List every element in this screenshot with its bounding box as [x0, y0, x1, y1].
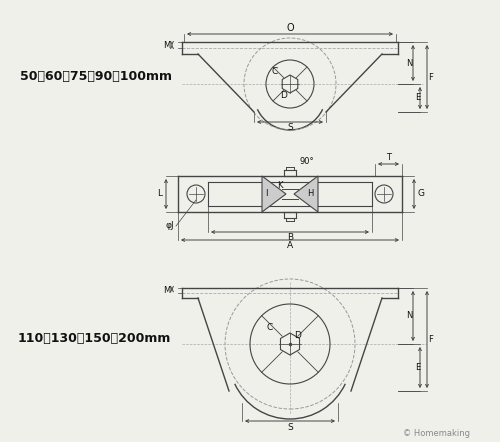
Text: B: B: [287, 232, 293, 241]
Text: O: O: [286, 23, 294, 33]
Text: F: F: [428, 72, 434, 81]
Text: D: D: [294, 332, 302, 340]
Text: I: I: [265, 190, 267, 198]
Text: S: S: [287, 123, 293, 133]
Text: N: N: [406, 58, 412, 68]
Text: M: M: [164, 41, 170, 50]
Text: E: E: [416, 94, 420, 103]
Text: A: A: [287, 240, 293, 249]
Polygon shape: [262, 176, 286, 212]
Text: 110〆130〆150〆200mm: 110〆130〆150〆200mm: [18, 332, 172, 346]
Text: M: M: [164, 286, 170, 295]
Text: T: T: [386, 153, 391, 163]
Polygon shape: [294, 176, 318, 212]
Text: F: F: [428, 335, 434, 344]
Text: K: K: [277, 180, 283, 190]
Text: 90°: 90°: [300, 157, 314, 167]
Text: C: C: [272, 66, 278, 76]
Text: S: S: [287, 423, 293, 431]
Text: C: C: [267, 324, 273, 332]
Text: E: E: [416, 363, 420, 372]
Text: L: L: [158, 190, 162, 198]
Text: H: H: [307, 190, 313, 198]
Text: 50〆60〆75〆90〆100mm: 50〆60〆75〆90〆100mm: [20, 69, 172, 83]
Text: N: N: [406, 312, 412, 320]
Text: D: D: [280, 91, 287, 100]
Text: © Homemaking: © Homemaking: [403, 430, 470, 438]
Text: G: G: [418, 190, 424, 198]
Text: φJ: φJ: [166, 221, 174, 230]
